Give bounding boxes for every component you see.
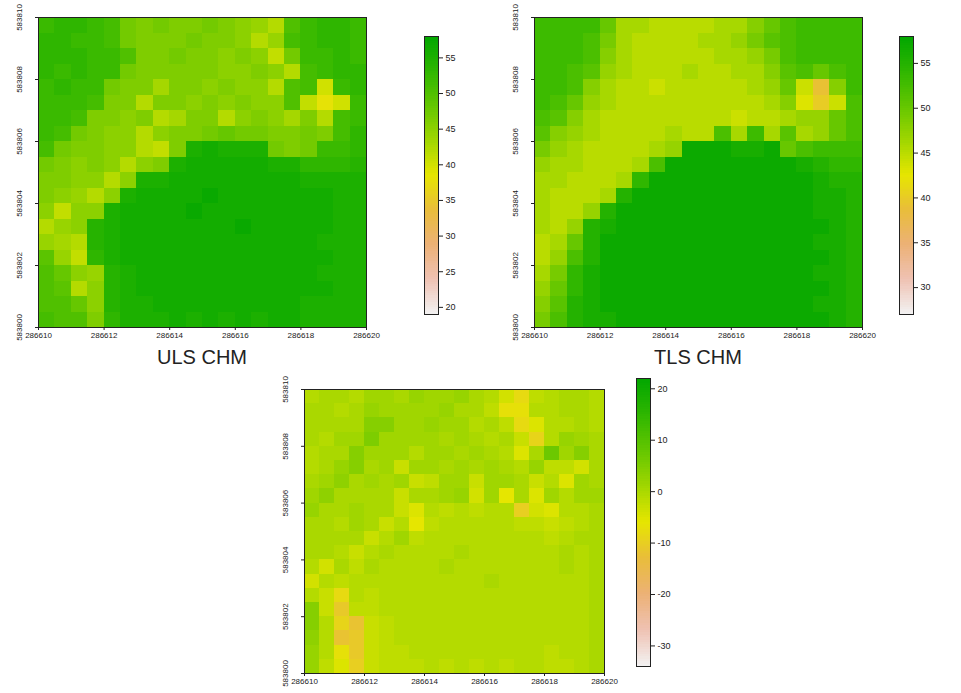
svg-text:583800: 583800 [281, 660, 290, 687]
svg-text:-30: -30 [658, 641, 671, 651]
svg-text:30: 30 [446, 231, 456, 241]
svg-text:583806: 583806 [281, 489, 290, 516]
svg-text:583802: 583802 [281, 603, 290, 630]
svg-text:286614: 286614 [411, 677, 438, 686]
svg-text:50: 50 [921, 103, 931, 113]
svg-text:-10: -10 [658, 538, 671, 548]
svg-text:286616: 286616 [471, 677, 498, 686]
svg-text:25: 25 [446, 267, 456, 277]
svg-text:45: 45 [446, 124, 456, 134]
svg-text:583804: 583804 [281, 546, 290, 573]
svg-text:583808: 583808 [15, 66, 24, 93]
svg-text:45: 45 [921, 148, 931, 158]
svg-text:50: 50 [446, 88, 456, 98]
svg-text:583808: 583808 [511, 66, 520, 93]
svg-text:20: 20 [658, 384, 668, 394]
svg-text:-20: -20 [658, 589, 671, 599]
html-text:TLS CHM: TLS CHM [654, 346, 742, 368]
svg-text:286620: 286620 [591, 677, 618, 686]
svg-text:583804: 583804 [511, 190, 520, 217]
svg-text:583806: 583806 [511, 128, 520, 155]
svg-text:583806: 583806 [15, 128, 24, 155]
svg-text:583800: 583800 [15, 314, 24, 341]
svg-text:583802: 583802 [511, 252, 520, 279]
svg-text:55: 55 [446, 53, 456, 63]
svg-text:10: 10 [658, 435, 668, 445]
svg-text:40: 40 [446, 160, 456, 170]
svg-text:286610: 286610 [25, 331, 52, 340]
svg-text:286610: 286610 [291, 677, 318, 686]
svg-text:583802: 583802 [15, 252, 24, 279]
svg-text:286618: 286618 [531, 677, 558, 686]
svg-text:20: 20 [446, 302, 456, 312]
svg-text:55: 55 [921, 58, 931, 68]
svg-text:0: 0 [658, 487, 663, 497]
svg-text:35: 35 [446, 195, 456, 205]
svg-text:583804: 583804 [15, 190, 24, 217]
svg-text:583800: 583800 [511, 314, 520, 341]
svg-text:583810: 583810 [511, 4, 520, 31]
svg-text:286612: 286612 [587, 331, 614, 340]
svg-text:286618: 286618 [288, 331, 315, 340]
svg-text:286616: 286616 [718, 331, 745, 340]
svg-text:286614: 286614 [652, 331, 679, 340]
svg-text:286610: 286610 [521, 331, 548, 340]
svg-text:40: 40 [921, 193, 931, 203]
svg-text:583810: 583810 [15, 4, 24, 31]
svg-text:286612: 286612 [351, 677, 378, 686]
svg-text:286620: 286620 [353, 331, 380, 340]
svg-text:286616: 286616 [222, 331, 249, 340]
svg-text:583810: 583810 [281, 376, 290, 403]
html-text:ULS CHM: ULS CHM [157, 346, 247, 368]
svg-text:286612: 286612 [91, 331, 118, 340]
svg-text:286618: 286618 [784, 331, 811, 340]
svg-text:30: 30 [921, 282, 931, 292]
svg-text:286620: 286620 [849, 331, 876, 340]
svg-text:286614: 286614 [156, 331, 183, 340]
svg-text:35: 35 [921, 238, 931, 248]
svg-text:583808: 583808 [281, 432, 290, 459]
